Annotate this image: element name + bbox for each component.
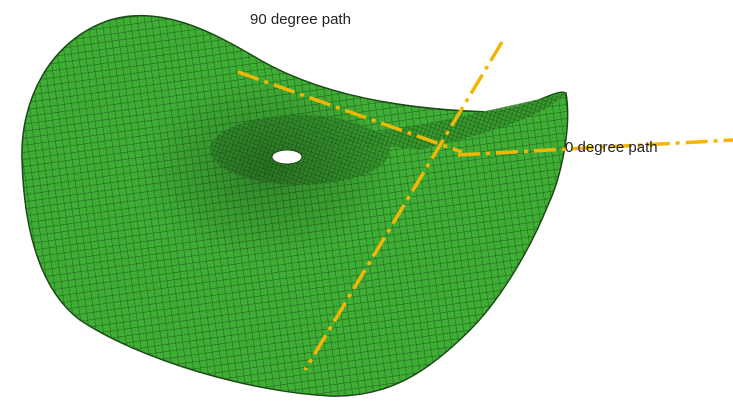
- label-90-degree-path: 90 degree path: [250, 11, 351, 28]
- mesh-hole: [272, 150, 302, 164]
- label-0-degree-path: 0 degree path: [565, 139, 658, 156]
- mesh-shading: [22, 16, 568, 397]
- page: {"labels": {"path_90": "90 degree path",…: [0, 0, 733, 403]
- mesh-diagram: 90 degree path 0 degree path: [0, 0, 733, 403]
